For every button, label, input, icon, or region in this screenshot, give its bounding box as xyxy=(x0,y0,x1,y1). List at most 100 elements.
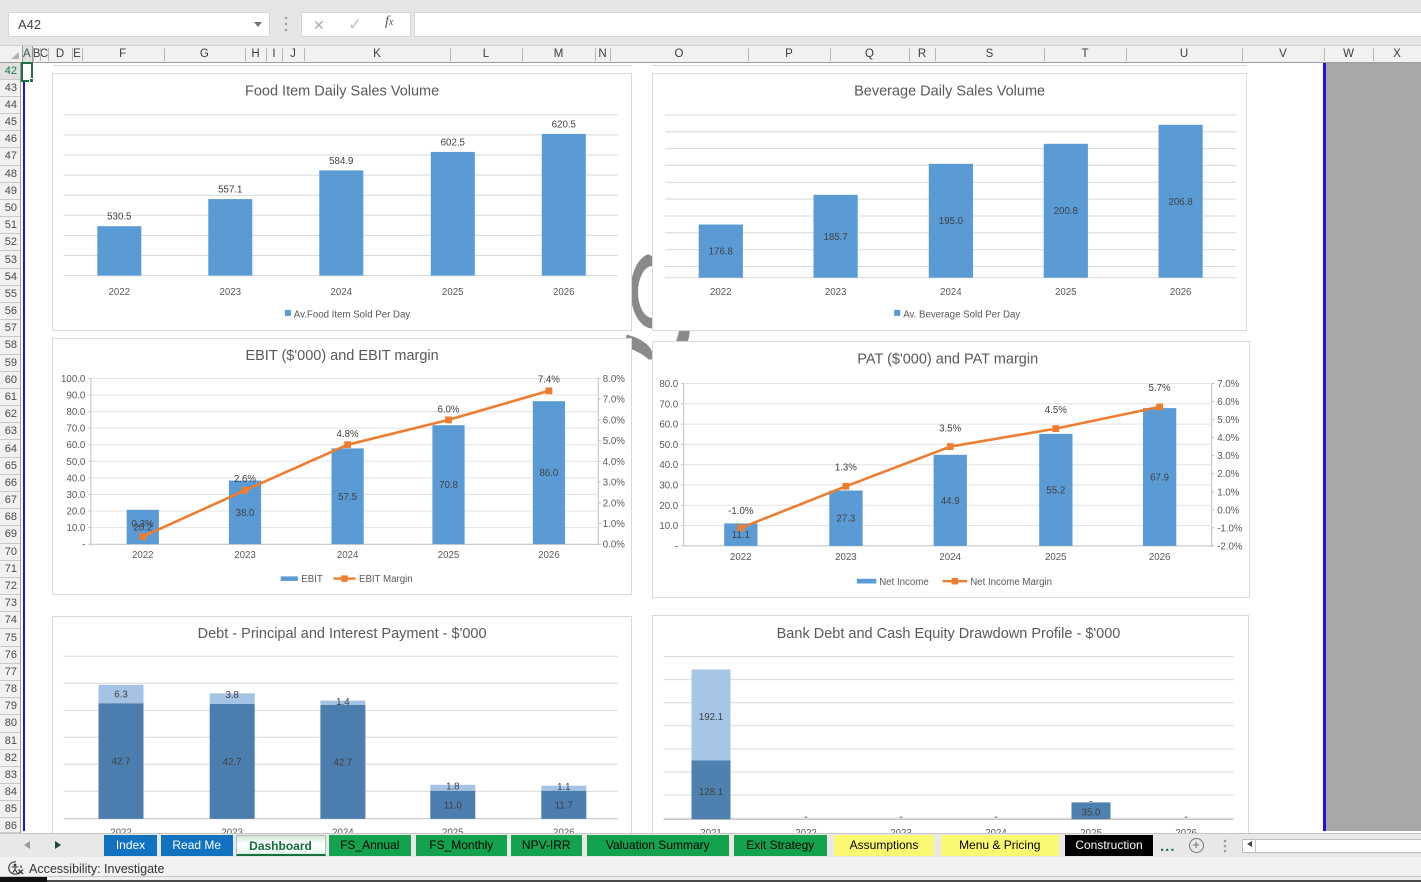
svg-text:Food Item Daily Sales Volume: Food Item Daily Sales Volume xyxy=(245,84,439,100)
svg-text:Beverage Daily Sales Volume: Beverage Daily Sales Volume xyxy=(854,84,1045,100)
svg-text:4.8%: 4.8% xyxy=(336,429,358,440)
svg-text:70.0: 70.0 xyxy=(660,399,679,410)
svg-text:2024: 2024 xyxy=(330,287,352,298)
svg-text:3.0%: 3.0% xyxy=(602,478,624,489)
svg-text:10.0: 10.0 xyxy=(66,523,85,534)
svg-text:2026: 2026 xyxy=(1170,287,1192,298)
svg-text:1.8: 1.8 xyxy=(446,781,459,792)
svg-text:50.0: 50.0 xyxy=(66,457,85,468)
svg-text:40.0: 40.0 xyxy=(660,460,679,471)
svg-text:4.0%: 4.0% xyxy=(1217,433,1239,444)
svg-text:42.7: 42.7 xyxy=(111,756,130,767)
svg-text:Av. Beverage Sold Per Day: Av. Beverage Sold Per Day xyxy=(903,310,1020,321)
svg-text:2026: 2026 xyxy=(553,827,575,836)
svg-text:11.1: 11.1 xyxy=(732,530,750,541)
svg-text:2023: 2023 xyxy=(825,287,847,298)
svg-text:80.0: 80.0 xyxy=(660,379,679,390)
svg-text:2025: 2025 xyxy=(442,827,464,836)
svg-text:Av.Food Item Sold Per Day: Av.Food Item Sold Per Day xyxy=(293,310,410,321)
svg-text:6.0%: 6.0% xyxy=(1217,397,1239,408)
svg-text:6.0%: 6.0% xyxy=(437,405,459,416)
svg-text:10.0: 10.0 xyxy=(660,521,679,532)
svg-text:40.0: 40.0 xyxy=(66,474,85,485)
svg-text:1.0%: 1.0% xyxy=(602,519,624,530)
svg-text:30.0: 30.0 xyxy=(66,490,85,501)
svg-text:11.7: 11.7 xyxy=(554,800,572,811)
svg-text:60.0: 60.0 xyxy=(660,420,679,431)
svg-text:60.0: 60.0 xyxy=(66,441,85,452)
svg-text:2023: 2023 xyxy=(234,550,256,561)
svg-text:27.3: 27.3 xyxy=(837,514,856,525)
svg-text:5.0%: 5.0% xyxy=(1217,415,1239,426)
svg-text:5.7%: 5.7% xyxy=(1149,383,1171,394)
svg-text:80.0: 80.0 xyxy=(66,407,85,418)
svg-text:0.3%: 0.3% xyxy=(131,519,153,530)
svg-text:2022: 2022 xyxy=(795,828,817,836)
svg-text:-1.0%: -1.0% xyxy=(728,506,754,517)
svg-text:2023: 2023 xyxy=(835,552,857,563)
svg-text:-2.0%: -2.0% xyxy=(1217,542,1243,553)
svg-text:Debt - Principal and Interest: Debt - Principal and Interest Payment - … xyxy=(197,626,486,642)
svg-text:0.0%: 0.0% xyxy=(602,540,624,551)
svg-text:602.5: 602.5 xyxy=(440,138,464,149)
svg-text:128.1: 128.1 xyxy=(698,786,722,797)
svg-text:7.4%: 7.4% xyxy=(538,375,560,386)
svg-text:2025: 2025 xyxy=(1080,828,1102,836)
svg-text:557.1: 557.1 xyxy=(218,185,242,196)
svg-text:176.8: 176.8 xyxy=(709,247,733,258)
svg-text:2025: 2025 xyxy=(442,287,464,298)
svg-text:4.5%: 4.5% xyxy=(1045,405,1067,416)
svg-text:70.0: 70.0 xyxy=(66,424,85,435)
svg-text:2022: 2022 xyxy=(132,550,154,561)
svg-text:2026: 2026 xyxy=(1149,552,1171,563)
svg-text:192.1: 192.1 xyxy=(698,712,722,723)
svg-text:3.5%: 3.5% xyxy=(939,423,961,434)
svg-text:8.0%: 8.0% xyxy=(602,374,624,385)
svg-text:Net Income: Net Income xyxy=(879,577,929,588)
svg-text:2022: 2022 xyxy=(710,287,732,298)
svg-text:-: - xyxy=(82,540,85,551)
svg-text:100.0: 100.0 xyxy=(61,374,86,385)
svg-text:90.0: 90.0 xyxy=(66,391,85,402)
svg-text:20.0: 20.0 xyxy=(660,501,679,512)
svg-text:0.0%: 0.0% xyxy=(1217,505,1239,516)
svg-text:-: - xyxy=(994,812,997,823)
svg-text:Bank Debt and Cash Equity Draw: Bank Debt and Cash Equity Drawdown Profi… xyxy=(776,625,1120,641)
svg-text:7.0%: 7.0% xyxy=(602,395,624,406)
svg-text:-: - xyxy=(1184,812,1187,823)
svg-text:2026: 2026 xyxy=(538,550,560,561)
svg-text:620.5: 620.5 xyxy=(551,120,575,131)
svg-text:584.9: 584.9 xyxy=(329,156,353,167)
svg-text:20.0: 20.0 xyxy=(66,507,85,518)
svg-text:6.0%: 6.0% xyxy=(602,416,624,427)
svg-text:2022: 2022 xyxy=(108,287,130,298)
svg-text:-: - xyxy=(675,541,678,552)
svg-text:55.2: 55.2 xyxy=(1047,485,1066,496)
svg-text:1.3%: 1.3% xyxy=(835,462,857,473)
svg-text:200.8: 200.8 xyxy=(1054,207,1078,218)
svg-text:42.7: 42.7 xyxy=(333,757,352,768)
svg-text:2024: 2024 xyxy=(940,552,962,563)
svg-text:2025: 2025 xyxy=(1045,552,1067,563)
svg-text:5.0%: 5.0% xyxy=(602,436,624,447)
svg-text:42.7: 42.7 xyxy=(222,757,241,768)
svg-text:1.0%: 1.0% xyxy=(1217,487,1239,498)
svg-text:67.9: 67.9 xyxy=(1150,473,1169,484)
svg-text:38.0: 38.0 xyxy=(235,508,254,519)
svg-text:2024: 2024 xyxy=(940,287,962,298)
svg-text:EBIT Margin: EBIT Margin xyxy=(359,575,413,586)
svg-text:2023: 2023 xyxy=(221,827,243,836)
svg-text:2026: 2026 xyxy=(553,287,575,298)
svg-text:2.0%: 2.0% xyxy=(1217,469,1239,480)
svg-text:2024: 2024 xyxy=(332,827,354,836)
svg-text:2024: 2024 xyxy=(985,828,1007,836)
svg-text:20.2: 20.2 xyxy=(133,523,152,534)
svg-text:195.0: 195.0 xyxy=(939,217,964,228)
svg-text:2024: 2024 xyxy=(337,550,359,561)
svg-text:2.6%: 2.6% xyxy=(234,474,256,485)
svg-text:1.4: 1.4 xyxy=(336,697,350,708)
svg-text:-: - xyxy=(899,812,902,823)
svg-text:2025: 2025 xyxy=(1055,287,1077,298)
svg-text:2023: 2023 xyxy=(219,287,241,298)
svg-text:3.0%: 3.0% xyxy=(1217,451,1239,462)
